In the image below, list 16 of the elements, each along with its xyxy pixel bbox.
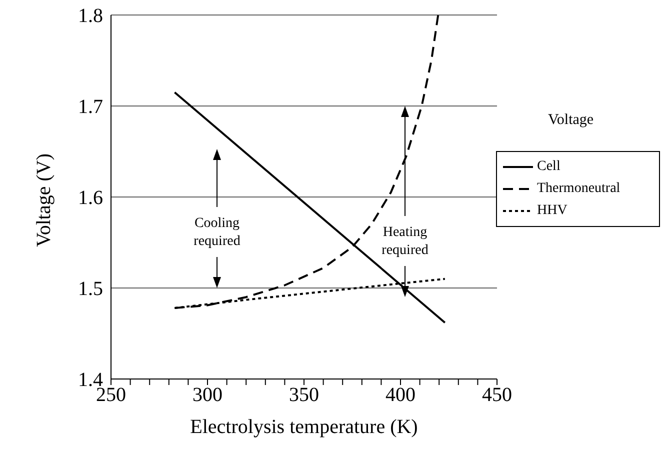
y-tick-label: 1.7: [78, 96, 103, 118]
legend-label: Thermoneutral: [537, 181, 620, 197]
annotation: Heating required: [382, 225, 428, 258]
legend-label: Cell: [537, 159, 560, 175]
x-tick-label: 450: [482, 384, 512, 406]
annotation: Cooling required: [194, 216, 240, 249]
x-tick-label: 350: [289, 384, 319, 406]
y-tick-label: 1.6: [78, 187, 103, 210]
y-tick-label: 1.8: [78, 5, 103, 28]
legend-label: HHV: [537, 203, 568, 219]
y-tick-label: 1.5: [78, 278, 103, 300]
x-axis-title: Electrolysis temperature (K): [190, 416, 418, 438]
text: Voltage: [548, 112, 594, 129]
x-tick-label: 300: [192, 384, 222, 406]
x-tick-label: 400: [386, 384, 416, 406]
y-axis-title: Voltage (V): [33, 154, 56, 247]
